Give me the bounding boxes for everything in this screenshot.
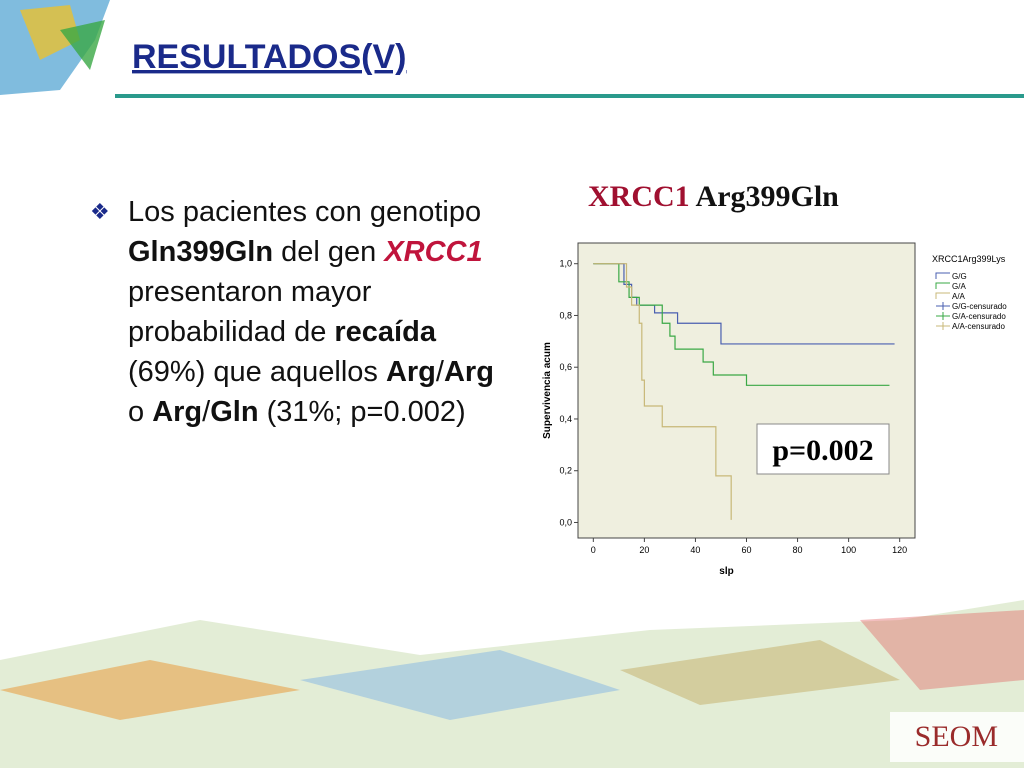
legend-swatch — [935, 292, 950, 299]
bullet-marker: ❖ — [90, 199, 110, 224]
footer-logo: SEOM — [915, 720, 998, 753]
bullet-segment: Arg — [443, 356, 494, 388]
p-value: p=0.002 — [772, 434, 873, 467]
plot: 0,0 0,2 0,4 0,6 0,8 1,0 0 20 40 60 80 100 120 slp Supe… — [542, 242, 1007, 577]
x-axis-label: slp — [719, 566, 733, 577]
y-tick-label: 1,0 — [559, 259, 572, 269]
y-tick-label: 0,0 — [559, 517, 572, 527]
y-tick-label: 0,4 — [559, 414, 572, 424]
legend-swatch — [935, 272, 950, 279]
y-axis-label: Supervivencia acum — [542, 342, 553, 439]
bullet: ❖ Los pacientes con genotipo Gln399Gln de… — [90, 192, 510, 432]
x-tick-label: 100 — [841, 545, 856, 555]
survival-curve — [593, 263, 890, 386]
bullet-segment: / — [202, 396, 211, 428]
plot-area — [577, 242, 916, 539]
legend-swatch — [936, 302, 950, 310]
legend-label: A/A-censurado — [952, 322, 1005, 331]
x-tick-label: 40 — [690, 545, 700, 555]
slide-title: RESULTADOS(V) — [132, 38, 407, 76]
legend-label: G/A-censurado — [952, 312, 1006, 321]
legend-label: G/A — [952, 282, 966, 291]
y-tick-label: 0,2 — [559, 466, 572, 476]
y-tick-label: 0,6 — [559, 362, 572, 372]
survival-curve — [593, 263, 732, 520]
bullet-segment: Arg — [385, 356, 436, 388]
bullet-segment: / — [435, 356, 444, 388]
bullet-segment: (31%; p=0.002) — [258, 396, 466, 428]
bullet-segment: Gln — [210, 396, 259, 428]
x-tick-label: 0 — [591, 545, 596, 555]
bullet-segment: XRCC1 — [384, 236, 483, 268]
x-tick-label: 120 — [892, 545, 907, 555]
legend-label: G/G-censurado — [952, 302, 1007, 311]
bullet-segment: presentaron mayor probabilidad de — [128, 276, 372, 348]
bullet-text: Los pacientes con genotipo Gln399Gln del… — [128, 192, 510, 432]
annotation-box — [756, 423, 890, 475]
legend-swatch — [936, 312, 950, 320]
x-tick-label: 60 — [741, 545, 751, 555]
legend-label: A/A — [952, 292, 966, 301]
legend-label: G/G — [952, 272, 967, 281]
legend-swatch — [935, 282, 950, 289]
y-tick-label: 0,8 — [559, 310, 572, 320]
bullet-segment: Arg — [152, 396, 203, 428]
bullet-segment: recaída — [334, 316, 436, 348]
bullet-segment: del gen — [273, 236, 385, 268]
legend-title: XRCC1Arg399Lys — [932, 254, 1006, 264]
legend-swatch — [936, 322, 950, 330]
chart-heading: XRCC1 Arg399Gln — [588, 180, 839, 213]
x-tick-label: 80 — [793, 545, 803, 555]
bullet-segment: o — [128, 396, 153, 428]
bullet-segment: Gln399Gln — [128, 236, 274, 268]
x-tick-label: 20 — [639, 545, 649, 555]
bullet-segment: (69%) que aquellos — [128, 356, 386, 388]
bullet-segment: Los pacientes con genotipo — [128, 196, 482, 228]
